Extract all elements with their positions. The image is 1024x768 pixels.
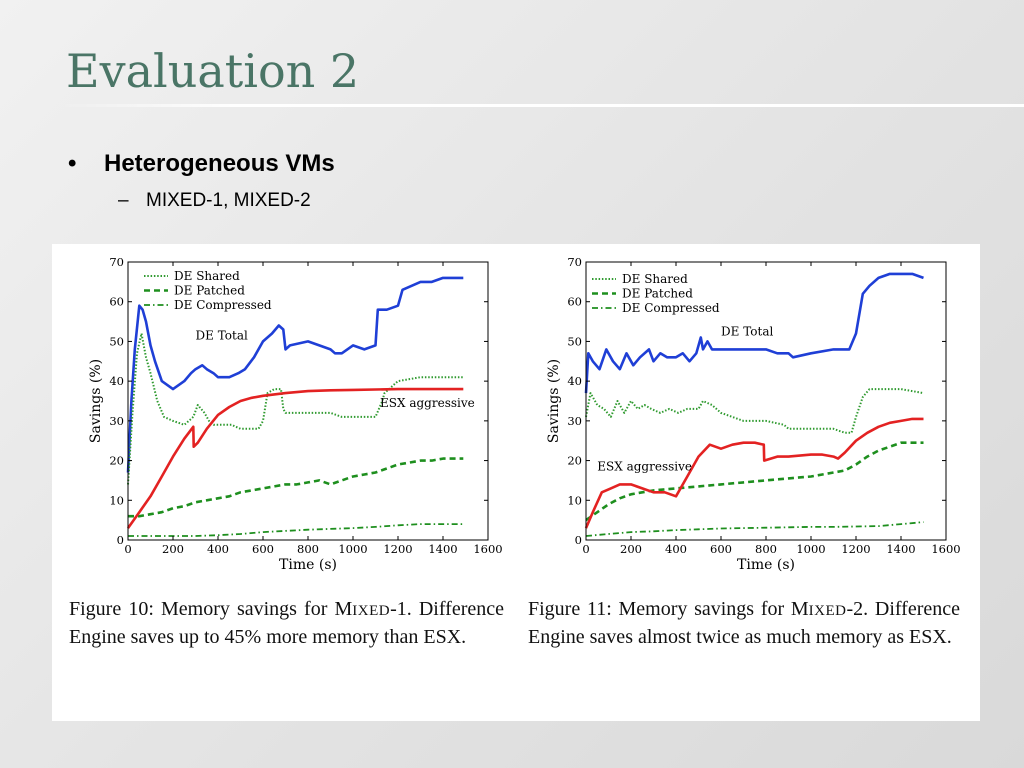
- x-tick-label: 800: [297, 542, 319, 556]
- y-tick-label: 20: [567, 454, 582, 468]
- x-tick-label: 1000: [338, 542, 367, 556]
- legend-entry: DE Shared: [174, 269, 240, 283]
- y-tick-label: 40: [109, 374, 124, 388]
- series-line-esx-aggressive: [584, 417, 924, 529]
- x-tick-label: 400: [665, 542, 687, 556]
- y-tick-label: 10: [567, 493, 582, 507]
- caption-smallcaps: IXED: [352, 603, 391, 619]
- figure-panel: 0 200 400 600 800 1000 1200 1400 1600 0 10 20 30 40 50…: [52, 244, 980, 721]
- x-tick-label: 200: [620, 542, 642, 556]
- x-tick-label: 1000: [796, 542, 825, 556]
- subbullet-item: – MIXED-1, MIXED-2: [118, 190, 311, 212]
- y-tick-label: 60: [567, 295, 582, 309]
- subbullet-dash: –: [118, 190, 129, 211]
- x-tick-label: 800: [755, 542, 777, 556]
- y-tick-label: 40: [567, 374, 582, 388]
- bullet-text: Heterogeneous VMs: [104, 150, 335, 177]
- chart-mixed-2: 0 200 400 600 800 1000 1200 1400 1600 0 10 20 30 40 50…: [546, 255, 961, 573]
- caption-smallcaps: IXED: [808, 603, 847, 619]
- y-tick-label: 60: [109, 295, 124, 309]
- figure-caption-1: Figure 10: Memory savings for MIXED-1. D…: [69, 596, 504, 650]
- y-tick-label: 30: [567, 414, 582, 428]
- series-line-de-patched: [585, 441, 924, 522]
- legend-entry: DE Compressed: [622, 301, 720, 315]
- y-tick-label: 50: [109, 334, 124, 348]
- caption-text: Figure 11: Memory savings for M: [528, 598, 809, 620]
- series-line-de-total: [584, 272, 924, 394]
- y-tick-label: 0: [117, 533, 124, 547]
- slide-title: Evaluation 2: [66, 44, 360, 98]
- y-tick-label: 50: [567, 334, 582, 348]
- y-axis-label: Savings (%): [88, 359, 104, 443]
- caption-text: -1. Difference Engine saves up to 45% mo…: [69, 598, 504, 648]
- x-tick-label: 600: [710, 542, 732, 556]
- series-line-de-shared: [127, 332, 464, 485]
- series-line-de-patched: [128, 457, 464, 518]
- y-tick-label: 30: [109, 414, 124, 428]
- x-tick-label: 1400: [886, 542, 915, 556]
- y-tick-label: 70: [567, 255, 582, 269]
- x-tick-label: 0: [124, 542, 131, 556]
- series-line-de-compressed: [128, 523, 464, 537]
- x-axis-label: Time (s): [279, 557, 337, 573]
- x-tick-label: 1400: [428, 542, 457, 556]
- legend-entry: DE Patched: [174, 284, 245, 298]
- bullet-dot: •: [68, 150, 77, 177]
- x-tick-label: 1600: [473, 542, 502, 556]
- legend-entry: DE Shared: [622, 272, 688, 286]
- x-tick-label: 0: [582, 542, 589, 556]
- x-tick-label: 400: [207, 542, 229, 556]
- subbullet-text: MIXED-1, MIXED-2: [146, 190, 311, 211]
- x-tick-label: 200: [162, 542, 184, 556]
- figure-caption-2: Figure 11: Memory savings for MIXED-2. D…: [528, 596, 960, 650]
- caption-text: Figure 10: Memory savings for M: [69, 598, 353, 620]
- bullet-item: • Heterogeneous VMs: [68, 150, 335, 178]
- chart-annotation: ESX aggressive: [380, 396, 475, 410]
- caption-text: -2. Difference Engine saves almost twice…: [528, 598, 960, 648]
- title-divider: [60, 104, 1024, 107]
- legend-entry: DE Patched: [622, 287, 693, 301]
- x-tick-label: 1200: [841, 542, 870, 556]
- y-tick-label: 0: [575, 533, 582, 547]
- x-tick-label: 1600: [931, 542, 960, 556]
- x-tick-label: 600: [252, 542, 274, 556]
- series-line-esx-aggressive: [126, 387, 464, 529]
- chart-annotation: ESX aggressive: [597, 460, 692, 474]
- series-line-de-compressed: [585, 521, 924, 537]
- chart-mixed-1: 0 200 400 600 800 1000 1200 1400 1600 0 10 20 30 40 50…: [88, 255, 503, 573]
- y-tick-label: 70: [109, 255, 124, 269]
- chart-annotation: DE Total: [721, 324, 773, 338]
- series-line-de-total: [126, 276, 464, 473]
- series-line-de-shared: [585, 388, 924, 434]
- x-tick-label: 1200: [383, 542, 412, 556]
- chart-annotation: DE Total: [196, 328, 248, 342]
- y-axis-label: Savings (%): [546, 359, 562, 443]
- y-tick-label: 20: [109, 454, 124, 468]
- x-axis-label: Time (s): [737, 557, 795, 573]
- y-tick-label: 10: [109, 493, 124, 507]
- legend-entry: DE Compressed: [174, 298, 272, 312]
